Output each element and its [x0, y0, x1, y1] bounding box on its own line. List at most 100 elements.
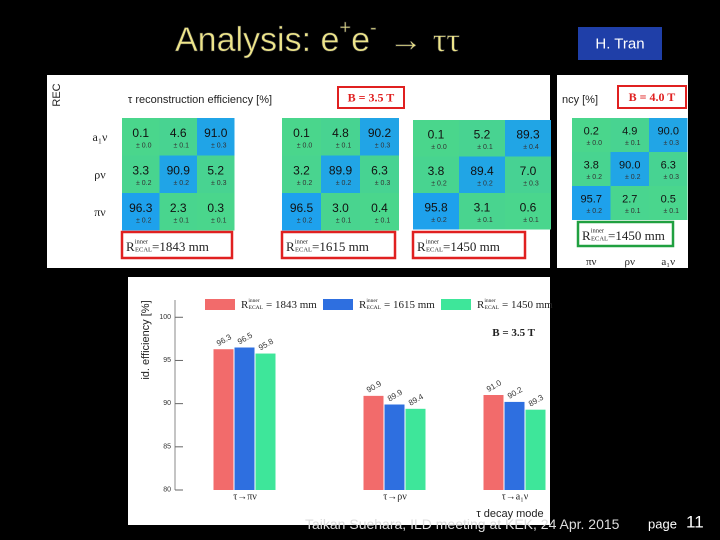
- cell-error: ± 0.1: [523, 217, 539, 224]
- matrix-title: ncy [%]: [562, 94, 598, 106]
- matrix-cell: [159, 193, 197, 231]
- cell-value: 2.3: [170, 201, 187, 215]
- title-arrow: →: [389, 21, 423, 59]
- matrix-cell: [159, 155, 197, 193]
- matrix-cell: [413, 193, 459, 230]
- author-box: [578, 27, 662, 60]
- r-sup: inner: [248, 298, 259, 304]
- cell-value: 95.7: [581, 194, 602, 206]
- cell-value: 0.4: [371, 201, 388, 215]
- matrix-cell: [360, 155, 399, 193]
- r-sub: ECAL: [249, 305, 264, 311]
- legend-swatch: [441, 299, 471, 310]
- cell-value: 96.3: [129, 201, 153, 215]
- matrix-cell: [649, 186, 688, 220]
- cell-error: ± 0.1: [336, 143, 352, 150]
- bar: [255, 353, 276, 490]
- cell-error: ± 0.1: [375, 218, 391, 225]
- cell-value: 0.5: [661, 194, 676, 206]
- legend-label: = 1450 mm: [502, 299, 553, 311]
- r-symbol: Rinner ECAL=1615 mm: [286, 238, 369, 254]
- x-tick-label: τ→ρν: [383, 492, 407, 503]
- cell-value: 3.0: [332, 201, 349, 215]
- bar: [363, 395, 384, 490]
- cell-value: 0.1: [428, 128, 445, 142]
- cell-error: ± 0.2: [297, 180, 313, 187]
- slide-title: Analysis: e+e- → ττ: [175, 17, 460, 59]
- cell-error: ± 0.4: [523, 144, 539, 151]
- cell-value: 3.8: [428, 164, 445, 178]
- r-sup: inner: [295, 238, 309, 245]
- r-symbol: Rinner ECAL = 1450 mm: [477, 298, 553, 311]
- matrix-cell: [413, 156, 459, 193]
- matrix-cell: [321, 193, 360, 231]
- cell-value: 95.8: [424, 201, 448, 215]
- row-label: πν: [94, 205, 106, 219]
- annotation: B = 3.5 T: [492, 327, 535, 339]
- bar: [483, 395, 504, 490]
- matrix-cell: [610, 186, 649, 220]
- r-symbol: Rinner ECAL=1843 mm: [126, 238, 209, 254]
- annotation: B = 4.0 T: [629, 90, 676, 104]
- title-part: e: [351, 21, 370, 59]
- matrix-cell: [610, 118, 649, 152]
- cell-error: ± 0.1: [477, 217, 493, 224]
- r-main: R: [417, 239, 426, 254]
- cell-error: ± 0.0: [297, 143, 313, 150]
- matrix-cell: [197, 155, 235, 193]
- title-part: ττ: [433, 22, 460, 59]
- caption-box: [411, 230, 527, 260]
- annotation: B = 3.5 T: [348, 91, 395, 105]
- legend-label: = 1615 mm: [384, 299, 435, 311]
- cell-value: 90.0: [658, 126, 679, 138]
- row-label: ρν: [94, 167, 106, 181]
- cell-value: 0.3: [207, 201, 224, 215]
- r-sub: ECAL: [426, 246, 443, 253]
- matrix-cell: [360, 118, 399, 156]
- matrix-cell: [282, 193, 321, 231]
- y-tick-label: 90: [163, 400, 171, 407]
- cell-value: 3.8: [584, 160, 599, 172]
- caption-box: [120, 230, 234, 260]
- caption-text: =1615 mm: [312, 239, 369, 254]
- matrix-cell: [282, 118, 321, 156]
- r-main: R: [241, 299, 249, 311]
- cell-value: 3.3: [132, 164, 149, 178]
- legend-label: = 1843 mm: [266, 299, 317, 311]
- cell-error: ± 0.2: [586, 208, 602, 215]
- r-sup: inner: [366, 298, 377, 304]
- cell-error: ± 0.3: [523, 180, 539, 187]
- cell-value: 6.3: [661, 160, 676, 172]
- cell-error: ± 0.3: [211, 180, 227, 187]
- matrix-cell: [572, 186, 611, 220]
- title-sup: +: [339, 17, 351, 39]
- row-label: a₁ν: [93, 130, 109, 144]
- r-sub: ECAL: [485, 305, 500, 311]
- y-label: id. efficiency [%]: [140, 300, 152, 379]
- cell-value: 4.6: [170, 126, 187, 140]
- legend-swatch: [205, 299, 235, 310]
- cell-value: 90.0: [619, 160, 640, 172]
- cell-error: ± 0.2: [136, 218, 152, 225]
- cell-value: 89.3: [516, 128, 540, 142]
- cell-error: ± 0.2: [431, 180, 447, 187]
- cell-error: ± 0.2: [625, 174, 641, 181]
- bar: [525, 409, 546, 490]
- r-symbol: Rinner ECAL=1450 mm: [417, 238, 500, 254]
- annotation-box: [337, 86, 405, 109]
- matrix-cell: [649, 118, 688, 152]
- matrix-cell: [572, 152, 611, 186]
- matrix-cell: [505, 120, 551, 157]
- matrix-cell: [360, 193, 399, 231]
- cell-value: 89.9: [329, 164, 353, 178]
- bar: [405, 408, 426, 490]
- cell-error: ± 0.2: [586, 174, 602, 181]
- r-sup: inner: [135, 238, 149, 245]
- cell-error: ± 0.3: [375, 143, 391, 150]
- matrix-cell: [649, 152, 688, 186]
- y-label: REC: [51, 83, 63, 106]
- column-label: ρν: [625, 256, 635, 268]
- y-tick-label: 95: [163, 357, 171, 364]
- cell-error: ± 0.1: [336, 218, 352, 225]
